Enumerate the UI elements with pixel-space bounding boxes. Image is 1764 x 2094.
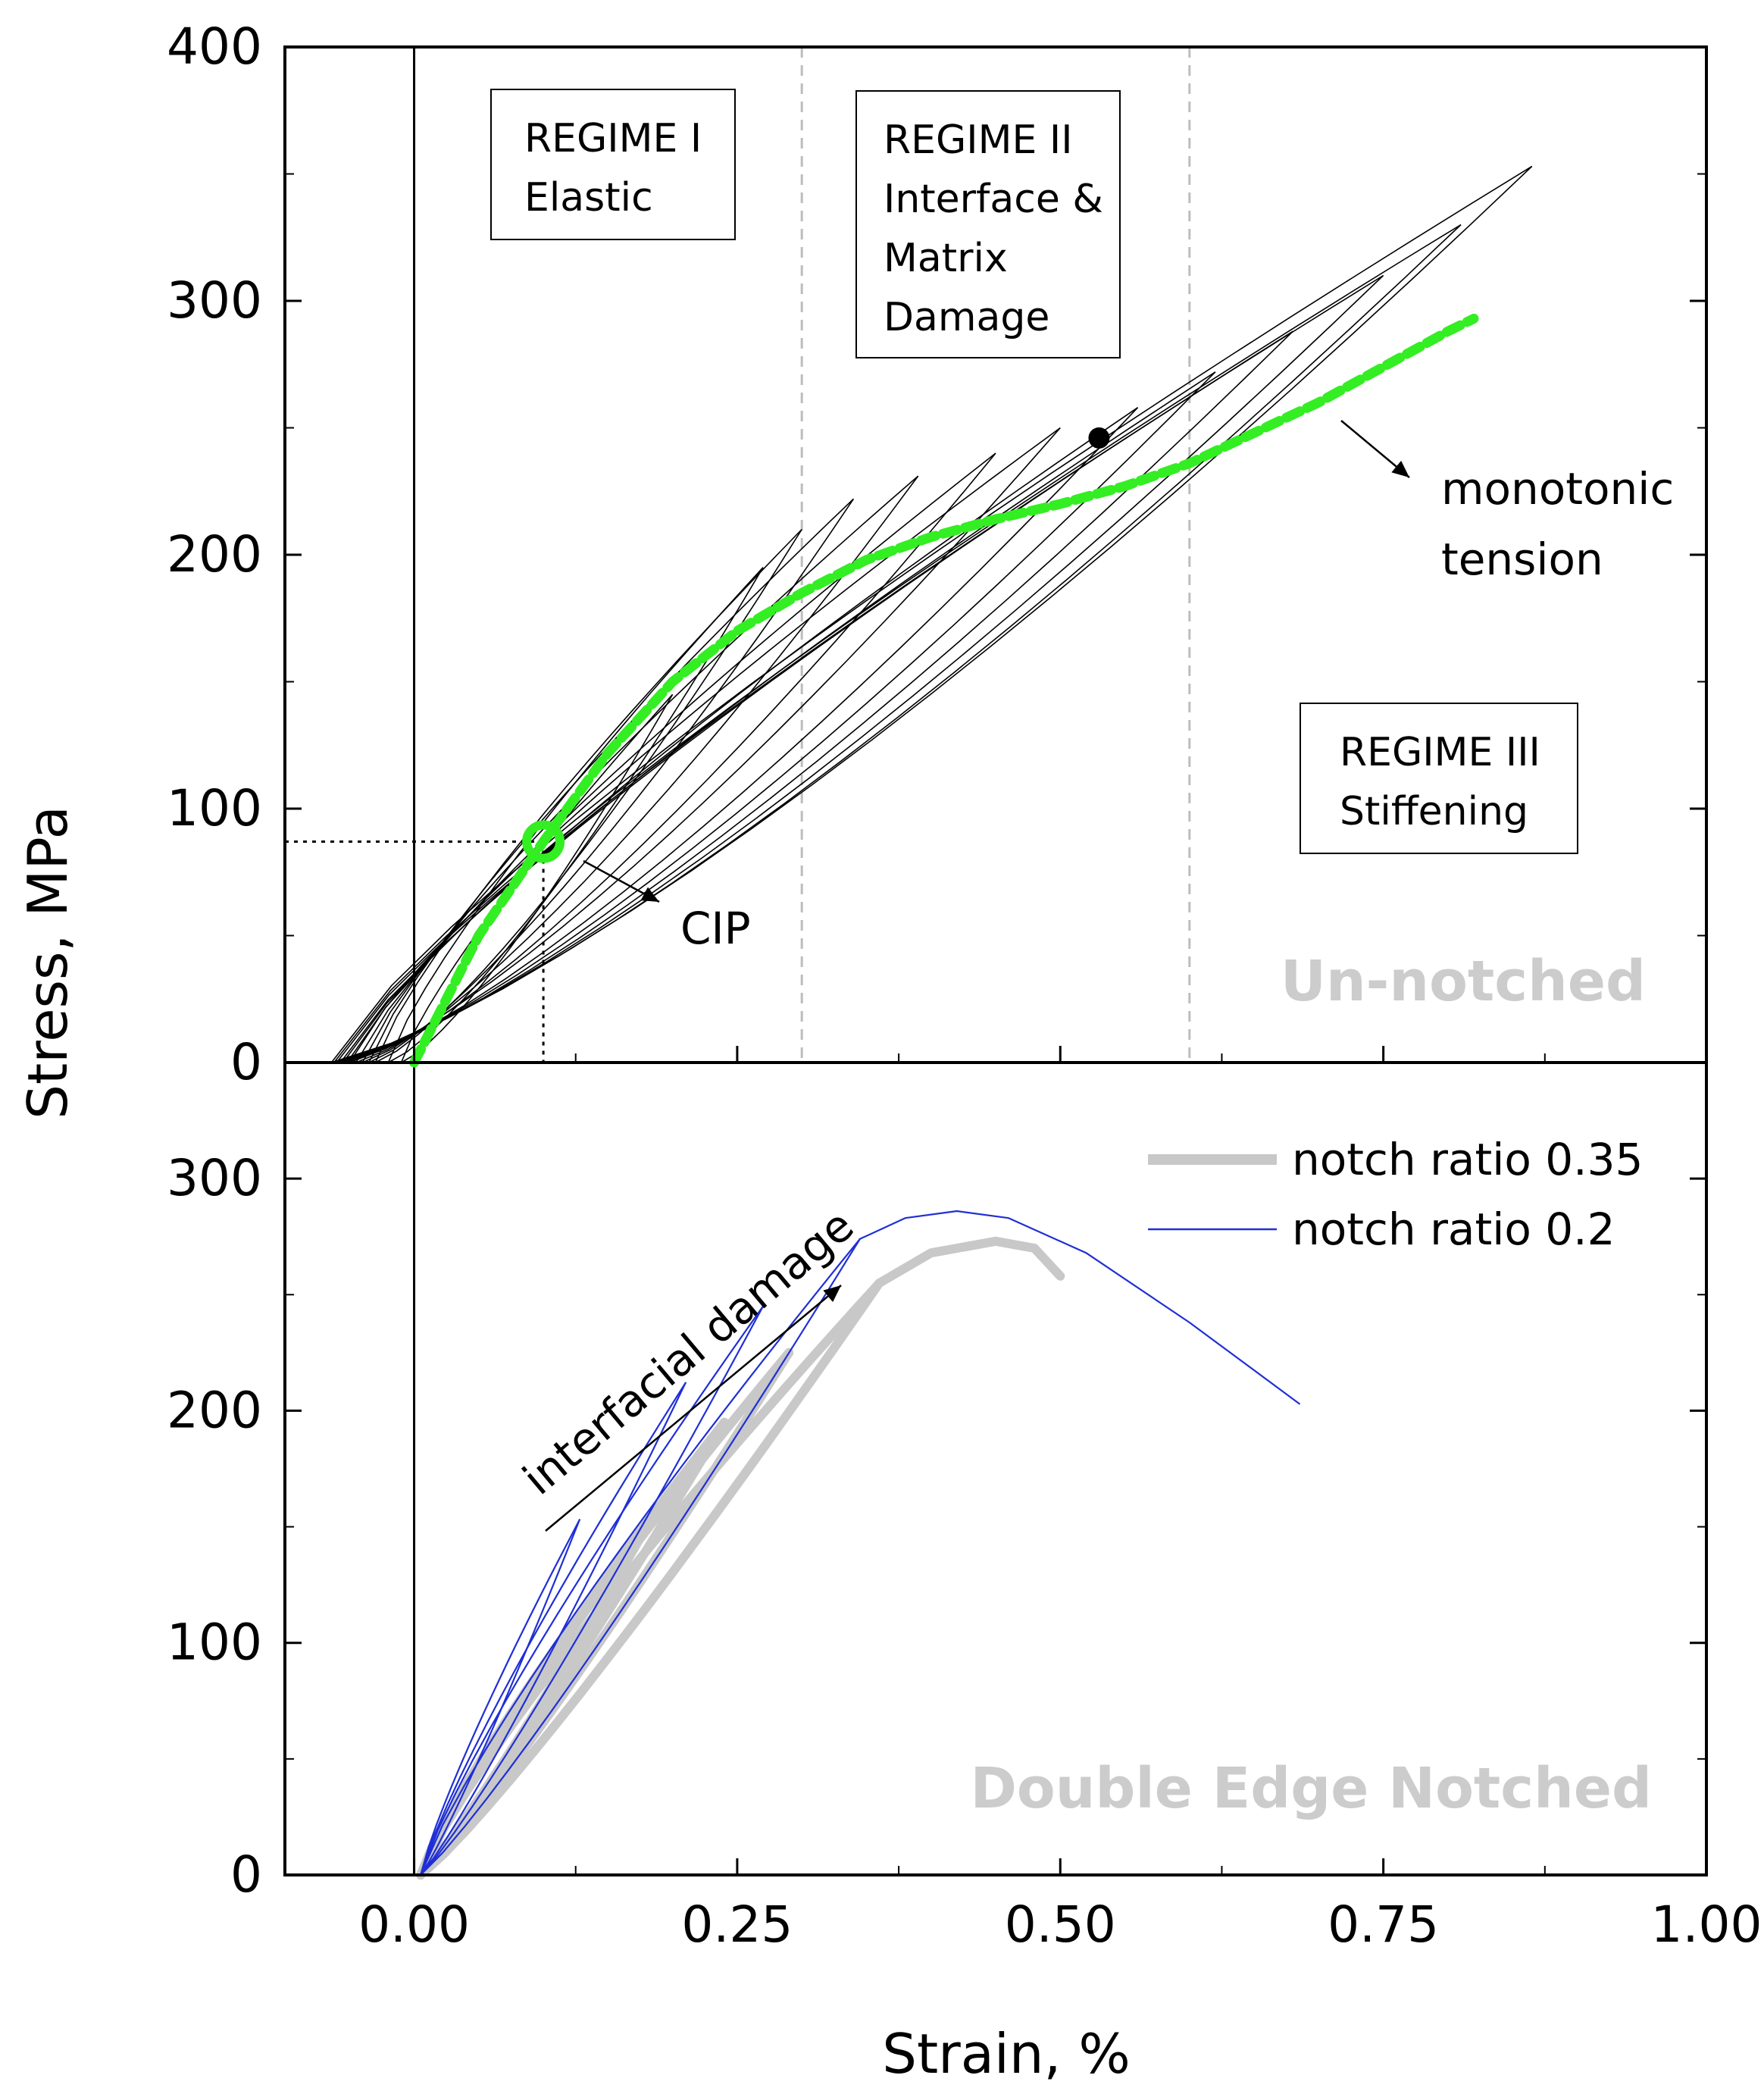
cyclic-loop-7-reload [349, 427, 1061, 1063]
bottom-plot-frame [283, 1061, 1708, 1876]
cyclic-loop-10-unload [340, 330, 1293, 1063]
y-axis-title: Stress, MPa [16, 806, 80, 1119]
x-tick-label-0.50: 0.50 [1005, 1895, 1116, 1954]
x-tick-label-0.25: 0.25 [681, 1895, 793, 1954]
cyclic-loop-7-unload [349, 427, 1061, 1063]
top-panel: REGIME I Elastic REGIME II Interface & M… [167, 17, 1708, 1875]
regime-2-title: REGIME II [884, 117, 1073, 163]
cyclic-loop-6-unload [355, 452, 996, 1063]
regime-3-box: REGIME III Stiffening [1300, 703, 1578, 854]
top-y-tick-label-300: 300 [167, 271, 262, 330]
top-y-tick-label-0: 0 [230, 1033, 262, 1091]
series-2-loop-3-reload [420, 1305, 765, 1876]
monotonic-tension-line [409, 313, 1479, 1068]
top-y-tick-label-100: 100 [167, 779, 262, 837]
bottom-y-tick-label-300: 300 [167, 1149, 262, 1207]
cyclic-loop-4-unload [368, 498, 855, 1063]
monotonic-label-line-1: monotonic [1441, 463, 1674, 515]
series-2-loop-4-unload [420, 1238, 861, 1876]
bottom-y-tick-label-100: 100 [167, 1614, 262, 1672]
series-1-loop-4-unload [416, 1279, 884, 1880]
interfacial-damage-label: interfacial damage [513, 1200, 863, 1505]
data-marker-dot [1088, 427, 1110, 449]
regime-2-line-3: Matrix [884, 236, 1008, 281]
regime-1-subtitle: Elastic [524, 175, 653, 221]
x-tick-label-0.75: 0.75 [1328, 1895, 1439, 1954]
x-tick-label-0.00: 0.00 [358, 1895, 470, 1954]
cyclic-loop-13-unload [331, 165, 1533, 1063]
cyclic-loop-5-reload [361, 475, 919, 1063]
cyclic-loop-8-unload [346, 407, 1139, 1063]
x-axis-title: Strain, % [882, 2022, 1130, 2086]
series-2-loop-2-unload [420, 1382, 687, 1876]
monotonic-label-line-2: tension [1441, 534, 1603, 585]
regime-3-subtitle: Stiffening [1340, 789, 1528, 834]
series-2-loop-1-reload [420, 1519, 580, 1876]
cip-circle [522, 820, 565, 863]
legend: notch ratio 0.35 notch ratio 0.2 [1148, 1134, 1643, 1255]
legend-label-notch-035: notch ratio 0.35 [1292, 1134, 1643, 1185]
bottom-y-tick-label-0: 0 [230, 1845, 262, 1904]
bottom-axes: 0 100 200 300 0.00 0.25 0.50 0.75 1.00 [167, 1062, 1762, 1954]
cyclic-loop-9-unload [342, 371, 1216, 1063]
bottom-y-tick-label-200: 200 [167, 1381, 262, 1439]
top-y-tick-label-400: 400 [167, 17, 262, 76]
regime-1-box: REGIME I Elastic [490, 89, 736, 240]
cyclic-loop-10-reload [339, 330, 1293, 1063]
x-tick-label-1.00: 1.00 [1651, 1895, 1762, 1954]
regime-2-line-4: Damage [884, 295, 1049, 340]
regime-3-title: REGIME III [1340, 730, 1540, 775]
top-y-tick-label-200: 200 [167, 525, 262, 584]
cyclic-loop-9-reload [342, 371, 1216, 1063]
regime-1-title: REGIME I [524, 116, 702, 161]
series-1-loop-4-reload [416, 1279, 884, 1880]
cyclic-loop-2-unload [388, 567, 764, 1063]
legend-label-notch-02: notch ratio 0.2 [1292, 1204, 1615, 1255]
top-axes: 0 100 200 300 400 [167, 17, 1708, 1091]
cyclic-loop-5-unload [361, 475, 919, 1063]
cyclic-loop-11-unload [336, 274, 1384, 1063]
series-2-loop-3-unload [420, 1305, 765, 1876]
panel-title-notched: Double Edge Notched [970, 1756, 1652, 1821]
bottom-panel-data-layer [416, 1210, 1300, 1880]
regime-2-box: REGIME II Interface & Matrix Damage [855, 90, 1121, 358]
regime-2-line-2: Interface & [884, 177, 1103, 222]
monotonic-arrow [1340, 420, 1410, 478]
series-1-envelope [874, 1236, 1065, 1288]
bottom-panel: interfacial damage notch ratio 0.35 notc… [167, 1061, 1762, 1954]
cip-label: CIP [680, 903, 751, 954]
top-panel-data-layer [285, 47, 1533, 1875]
interfacial-damage-arrow [545, 1285, 842, 1532]
cyclic-loop-11-reload [336, 274, 1384, 1063]
series-2-loop-2-reload [420, 1382, 687, 1876]
monotonic-label: monotonic tension [1441, 463, 1688, 585]
series-2-envelope [859, 1210, 1300, 1405]
panel-title-unnotched: Un-notched [1281, 949, 1646, 1014]
cip-arrow [583, 859, 660, 903]
cyclic-loop-4-reload [368, 498, 854, 1063]
